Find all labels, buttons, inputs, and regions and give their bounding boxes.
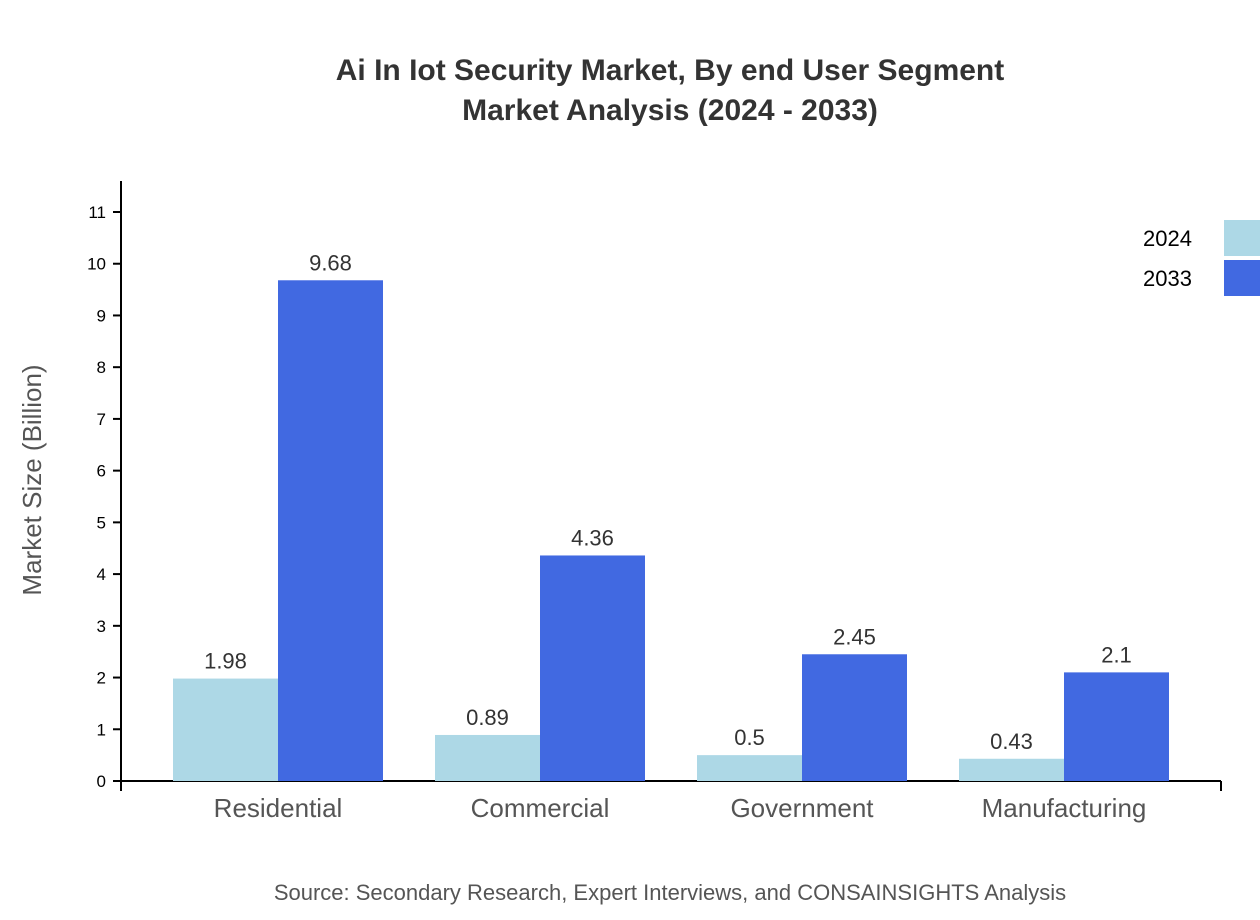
y-tick-label: 9 — [97, 306, 106, 325]
x-tick-label: Government — [730, 793, 874, 823]
bar-2024-residential — [173, 678, 278, 781]
bar-2033-residential — [278, 280, 383, 781]
data-label: 1.98 — [204, 649, 247, 674]
y-tick-label: 11 — [88, 203, 106, 222]
y-tick-label: 2 — [97, 669, 106, 688]
legend-label-2033: 2033 — [1143, 266, 1192, 291]
chart-title-line1: Ai In Iot Security Market, By end User S… — [336, 54, 1005, 87]
bar-2024-commercial — [435, 734, 540, 781]
source-note: Source: Secondary Research, Expert Inter… — [274, 880, 1066, 905]
bar-2033-manufacturing — [1064, 672, 1169, 781]
data-label: 0.5 — [734, 725, 765, 750]
y-tick-label: 1 — [97, 720, 106, 739]
x-tick-label: Manufacturing — [982, 793, 1147, 823]
data-label: 2.45 — [833, 624, 876, 649]
y-axis-label: Market Size (Billion) — [17, 364, 47, 595]
legend-label-2024: 2024 — [1143, 226, 1192, 251]
x-tick-label: Commercial — [471, 793, 610, 823]
bar-2024-manufacturing — [959, 758, 1064, 781]
y-tick-label: 7 — [97, 410, 106, 429]
bar-2024-government — [697, 755, 802, 781]
y-tick-label: 4 — [97, 565, 106, 584]
y-tick-label: 3 — [97, 617, 106, 636]
bar-2033-government — [802, 654, 907, 781]
bar-2033-commercial — [540, 555, 645, 781]
legend-swatch-2024 — [1224, 220, 1260, 256]
data-label: 9.68 — [309, 250, 352, 275]
y-tick-label: 10 — [87, 255, 106, 274]
y-tick-label: 6 — [97, 462, 106, 481]
data-label: 0.89 — [466, 705, 509, 730]
data-label: 0.43 — [990, 729, 1033, 754]
data-label: 4.36 — [571, 525, 614, 550]
legend-swatch-2033 — [1224, 260, 1260, 296]
chart-title-line2: Market Analysis (2024 - 2033) — [462, 94, 878, 127]
y-tick-label: 8 — [97, 358, 106, 377]
y-tick-label: 5 — [97, 513, 106, 532]
data-label: 2.1 — [1101, 642, 1132, 667]
y-tick-label: 0 — [97, 772, 106, 791]
x-tick-label: Residential — [214, 793, 343, 823]
